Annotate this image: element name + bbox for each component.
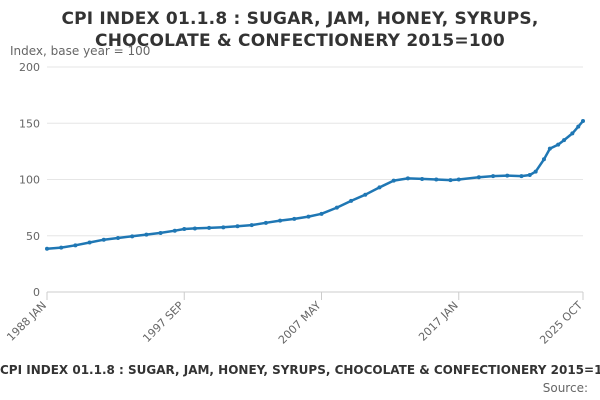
data-point [420,176,425,181]
data-point [456,177,461,182]
data-point [306,214,311,219]
y-tick-label: 0 [33,286,40,299]
x-tick-label: 1988 JAN [4,299,49,344]
data-point [349,198,354,203]
data-point [519,174,524,179]
x-tick-label: 2017 JAN [416,299,461,344]
data-point [73,243,78,248]
data-point [101,237,106,242]
data-point [576,124,581,129]
data-point [263,220,268,225]
data-point [158,230,163,235]
y-tick-label: 150 [19,117,40,130]
data-point [144,232,149,237]
data-point [319,211,324,216]
data-point [391,178,396,183]
x-tick-label: 1997 SEP [140,299,186,345]
data-point [59,245,64,250]
data-point [581,119,585,123]
data-point [182,227,187,231]
footer-source: Source: [542,381,588,395]
x-tick-label: 2007 MAY [276,299,324,347]
data-point [363,192,368,197]
y-axis-label: Index, base year = 100 [10,44,151,58]
y-tick-label: 50 [26,230,40,243]
data-point [87,240,92,245]
data-point [476,175,481,180]
data-point [249,223,254,228]
chart-title: CPI INDEX 01.1.8 : SUGAR, JAM, HONEY, SY… [0,8,600,52]
data-point [172,228,177,233]
data-point [405,176,410,181]
data-point [115,236,120,240]
data-point [334,205,339,210]
data-point [570,131,575,136]
x-tick-label: 2025 OCT [537,299,585,347]
y-tick-label: 100 [19,174,40,187]
data-point [278,218,283,223]
data-point [45,246,49,251]
data-point [562,138,567,143]
data-point [491,174,496,179]
data-point [221,225,226,230]
footer-title: CPI INDEX 01.1.8 : SUGAR, JAM, HONEY, SY… [0,363,600,377]
series-line [45,119,585,250]
chart-title-line-1: CPI INDEX 01.1.8 : SUGAR, JAM, HONEY, SY… [61,9,539,29]
data-point [527,173,532,177]
data-point [192,226,197,231]
chart-title-line-2: CHOCOLATE & CONFECTIONERY 2015=100 [95,31,505,51]
data-point [541,157,546,162]
data-point [448,178,453,183]
data-point [130,234,135,239]
data-point [292,216,297,221]
data-point [556,142,561,147]
data-point [207,225,212,230]
data-point [235,224,240,229]
data-point [377,185,382,190]
data-point [547,146,552,151]
y-tick-label: 200 [19,61,40,74]
data-point [434,177,439,182]
data-point [533,169,538,174]
data-point [505,173,510,178]
